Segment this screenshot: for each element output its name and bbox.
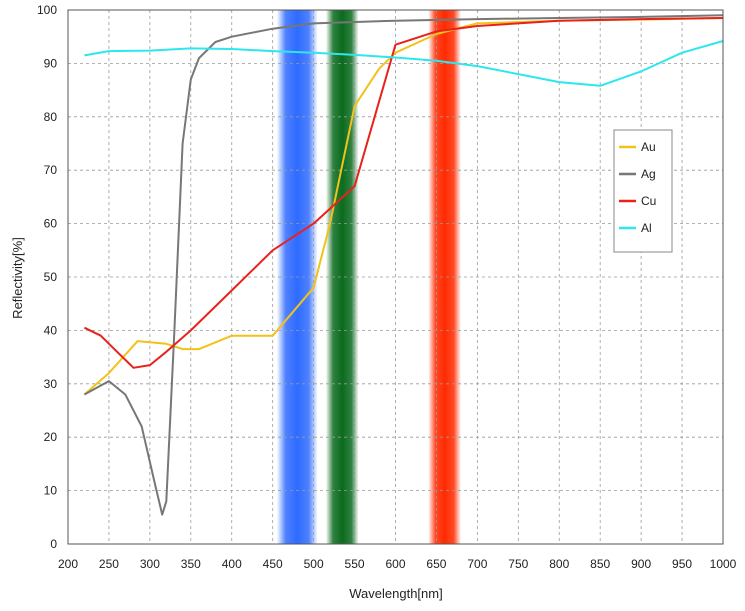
- band-red: [428, 10, 461, 544]
- y-tick-label: 10: [44, 484, 58, 498]
- grid: [68, 10, 723, 544]
- series-line-ag: [83, 14, 724, 516]
- x-tick-label: 200: [58, 557, 78, 571]
- y-tick-label: 30: [44, 377, 58, 391]
- axes: [67, 9, 724, 545]
- x-tick-label: 950: [672, 557, 692, 571]
- legend-label-ag: Ag: [641, 167, 656, 181]
- series-line-al: [84, 40, 724, 87]
- x-tick-label: 300: [140, 557, 160, 571]
- legend-box: [613, 129, 673, 253]
- x-tick-label: 850: [590, 557, 610, 571]
- x-tick-label: 700: [467, 557, 487, 571]
- legend: Au Ag Cu Al: [613, 129, 673, 253]
- x-tick-label: 650: [426, 557, 446, 571]
- x-tick-label: 550: [345, 557, 365, 571]
- x-tick-label: 800: [549, 557, 569, 571]
- y-tick-label: 90: [44, 56, 58, 70]
- x-tick-label: 500: [304, 557, 324, 571]
- y-tick-label: 70: [44, 163, 58, 177]
- legend-label-al: Al: [641, 221, 652, 235]
- y-tick-label: 50: [44, 270, 58, 284]
- series-line-cu: [83, 17, 724, 369]
- x-tick-label: 250: [99, 557, 119, 571]
- y-tick-label: 60: [44, 217, 58, 231]
- x-tick-label: 1000: [710, 557, 737, 571]
- x-tick-label: 600: [385, 557, 405, 571]
- series-line-au: [83, 17, 724, 396]
- x-axis-label: Wavelength[nm]: [349, 586, 442, 601]
- x-tick-label: 400: [222, 557, 242, 571]
- plot-frame: [67, 9, 724, 545]
- band-green: [325, 10, 359, 544]
- x-tick-label: 450: [263, 557, 283, 571]
- legend-label-cu: Cu: [641, 194, 656, 208]
- y-tick-label: 100: [37, 3, 57, 17]
- x-tick-label: 350: [181, 557, 201, 571]
- y-tick-label: 0: [50, 537, 57, 551]
- legend-label-au: Au: [641, 140, 656, 154]
- y-tick-label: 20: [44, 430, 58, 444]
- y-tick-label: 40: [44, 323, 58, 337]
- y-tick-label: 80: [44, 110, 58, 124]
- tick-labels: 200 250 300 350 400 450 500 550 600 650 700 750 800 8…: [37, 3, 737, 571]
- x-tick-label: 750: [508, 557, 528, 571]
- x-tick-label: 900: [631, 557, 651, 571]
- y-axis-label: Reflectivity[%]: [10, 237, 25, 319]
- series-lines: [83, 14, 724, 516]
